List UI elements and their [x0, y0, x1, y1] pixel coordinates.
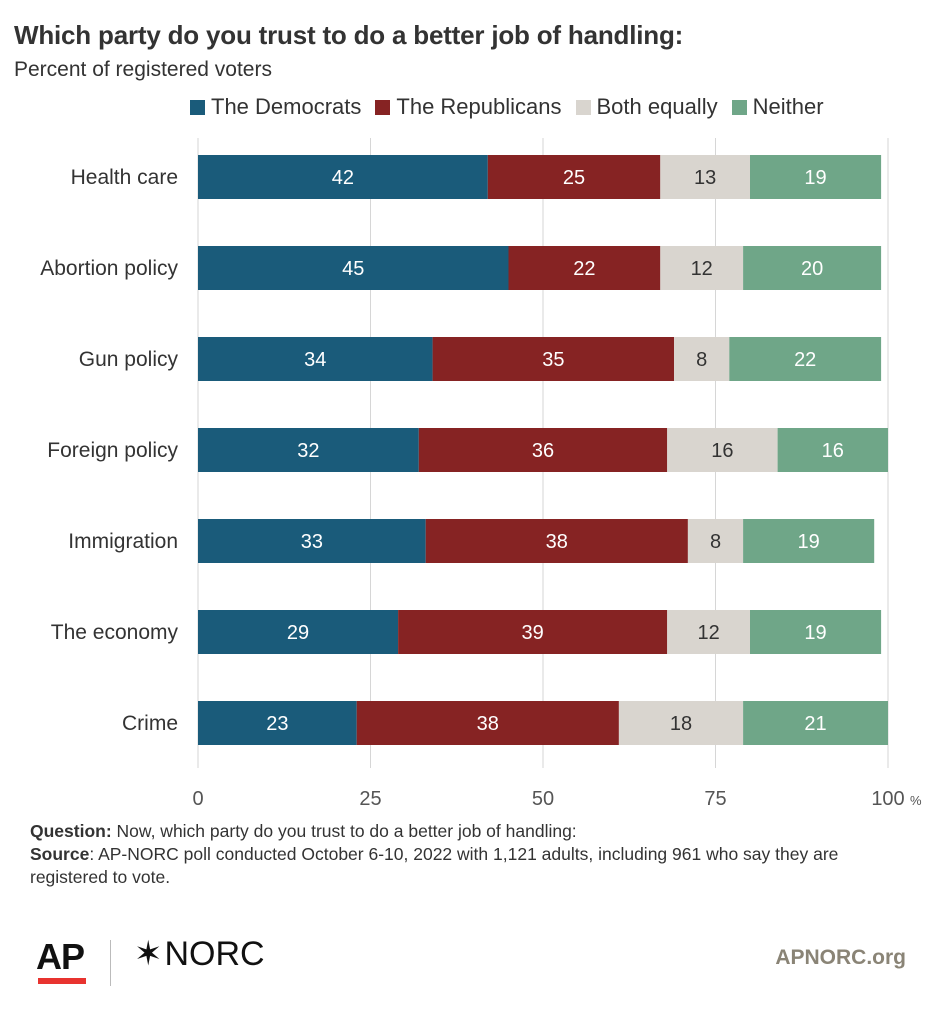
- category-label: Abortion policy: [40, 257, 178, 280]
- bar-segment: [660, 246, 744, 290]
- x-tick-label: 50: [532, 788, 554, 810]
- legend-item-both: Both equally: [575, 94, 718, 120]
- legend-item-republicans: The Republicans: [375, 94, 562, 120]
- data-label: 16: [822, 440, 844, 462]
- bar-segment: [777, 428, 888, 472]
- data-label: 12: [697, 622, 719, 644]
- bar-segment: [198, 428, 419, 472]
- data-label: 32: [297, 440, 319, 462]
- bar-segment: [660, 155, 750, 199]
- data-label: 23: [266, 713, 288, 735]
- bar-segment: [487, 155, 661, 199]
- legend-label-both: Both equally: [596, 94, 718, 119]
- data-label: 19: [804, 622, 826, 644]
- data-label: 16: [711, 440, 733, 462]
- bar-segment: [425, 519, 688, 563]
- category-label: Health care: [71, 166, 178, 189]
- question-text: Now, which party do you trust to do a be…: [111, 821, 577, 841]
- data-label: 20: [801, 258, 823, 280]
- data-label: 39: [522, 622, 544, 644]
- norc-logo: ✶ NORC: [134, 934, 265, 974]
- legend-swatch-neither: [731, 99, 747, 115]
- data-label: 22: [573, 258, 595, 280]
- bar-segment: [743, 701, 888, 745]
- x-unit-label: %: [910, 793, 922, 808]
- bar-segment: [743, 246, 882, 290]
- legend-item-democrats: The Democrats: [190, 94, 361, 120]
- x-tick-label: 25: [359, 788, 381, 810]
- bar-segment: [198, 337, 433, 381]
- legend-swatch-republicans: [375, 99, 391, 115]
- bar-segment: [198, 155, 488, 199]
- legend-label-democrats: The Democrats: [211, 94, 362, 119]
- data-label: 33: [301, 531, 323, 553]
- norc-logo-text: NORC: [164, 934, 265, 973]
- bar-segment: [667, 610, 750, 654]
- bar-segment: [750, 155, 882, 199]
- legend-swatch-both: [575, 99, 591, 115]
- data-label: 45: [342, 258, 364, 280]
- bar-segment: [667, 428, 778, 472]
- data-label: 35: [542, 349, 564, 371]
- chart-subtitle: Percent of registered voters: [14, 58, 272, 81]
- x-tick-label: 100: [871, 788, 904, 810]
- bar-segment: [198, 610, 399, 654]
- data-label: 18: [670, 713, 692, 735]
- data-label: 8: [696, 349, 707, 371]
- chart-title: Which party do you trust to do a better …: [14, 20, 684, 50]
- bar-segment: [198, 519, 426, 563]
- ap-logo: AP: [36, 936, 85, 977]
- x-tick-label: 75: [704, 788, 726, 810]
- data-label: 42: [332, 167, 354, 189]
- category-label: Gun policy: [79, 348, 179, 371]
- data-label: 12: [691, 258, 713, 280]
- logo-divider: [110, 940, 111, 986]
- bar-segment: [618, 701, 744, 745]
- category-label: Foreign policy: [47, 439, 178, 462]
- source-label: Source: [30, 844, 90, 864]
- bar-segment: [356, 701, 619, 745]
- data-label: 38: [477, 713, 499, 735]
- source-note: Source: AP-NORC poll conducted October 6…: [30, 843, 910, 889]
- legend: The Democrats The Republicans Both equal…: [190, 94, 838, 120]
- bar-segment: [398, 610, 668, 654]
- stacked-bar-chart: 0 25 50 75 100 % Health care 42 25 13 19 Abortion p…: [40, 138, 922, 810]
- source-text: : AP-NORC poll conducted October 6-10, 2…: [30, 844, 839, 887]
- question-note: Question: Now, which party do you trust …: [30, 820, 910, 843]
- category-label: The economy: [51, 621, 179, 644]
- legend-item-neither: Neither: [731, 94, 824, 120]
- bar-segment: [418, 428, 668, 472]
- data-label: 38: [546, 531, 568, 553]
- bar-segment: [687, 519, 744, 563]
- bar-segment: [198, 246, 509, 290]
- bar-segment: [432, 337, 675, 381]
- bar-segment: [743, 519, 875, 563]
- category-label: Immigration: [68, 530, 178, 553]
- legend-label-neither: Neither: [752, 94, 824, 119]
- bar-segment: [729, 337, 882, 381]
- data-label: 25: [563, 167, 585, 189]
- legend-swatch-democrats: [190, 99, 205, 115]
- data-label: 21: [804, 713, 826, 735]
- bar-segment: [674, 337, 730, 381]
- data-label: 19: [798, 531, 820, 553]
- bar-segment: [508, 246, 661, 290]
- ap-logo-underline: [38, 978, 86, 984]
- bar-segment: [198, 701, 357, 745]
- x-tick-label: 0: [192, 788, 203, 810]
- norc-star-icon: ✶: [134, 935, 163, 973]
- footer-notes: Question: Now, which party do you trust …: [30, 820, 910, 889]
- data-label: 29: [287, 622, 309, 644]
- data-label: 19: [804, 167, 826, 189]
- legend-label-republicans: The Republicans: [396, 94, 562, 119]
- site-link[interactable]: APNORC.org: [775, 946, 906, 969]
- data-label: 13: [694, 167, 716, 189]
- bar-segment: [750, 610, 882, 654]
- data-label: 36: [532, 440, 554, 462]
- data-label: 22: [794, 349, 816, 371]
- category-label: Crime: [122, 712, 178, 735]
- data-label: 34: [304, 349, 326, 371]
- data-label: 8: [710, 531, 721, 553]
- question-label: Question:: [30, 821, 112, 841]
